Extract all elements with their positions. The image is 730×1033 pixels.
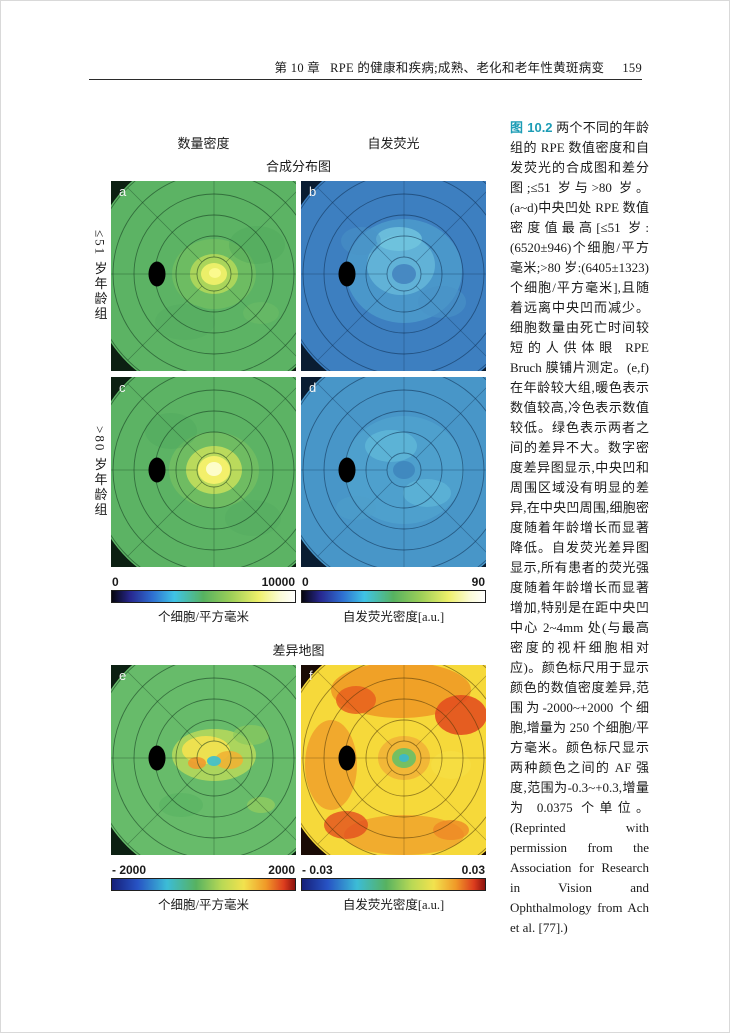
column-header-density: 数量密度	[177, 136, 230, 151]
colorbar-af-gradient	[301, 590, 486, 603]
colorbar-af-label: 自发荧光密度[a.u.]	[342, 610, 445, 624]
panel-b: b	[301, 181, 486, 371]
colorbar-density-diff-label: 个细胞/平方毫米	[158, 898, 249, 912]
colorbar-af-diff-gradient	[301, 878, 486, 891]
panel-letter-c: c	[119, 380, 126, 395]
panel-e: e	[111, 665, 296, 855]
colorbar-density-label: 个细胞/平方毫米	[158, 610, 249, 624]
density-map-under-51	[111, 181, 296, 371]
colorbar-density-min: 0	[112, 575, 119, 589]
panel-d: d	[301, 377, 486, 567]
page-number: 159	[622, 61, 642, 75]
panel-row-over-80: >80 岁年龄组 c d	[89, 377, 491, 567]
row-label-empty	[89, 665, 111, 855]
colorbar-row-composite: 0 10000 个细胞/平方毫米 0 90 自发荧光密度[a.u.]	[111, 576, 491, 625]
row-label-over-80: >80 岁年龄组	[92, 426, 108, 518]
figure-caption-label: 图 10.2	[510, 120, 553, 135]
panel-row-under-51: ≤51 岁年龄组 a b	[89, 181, 491, 371]
density-map-over-80	[111, 377, 296, 567]
colorbar-af-diff-max: 0.03	[461, 863, 485, 877]
autofluorescence-map-under-51	[301, 181, 486, 371]
colorbar-af-diff-min: - 0.03	[302, 863, 333, 877]
autofluorescence-difference-map	[301, 665, 486, 855]
running-head: 第 10 章 RPE 的健康和疾病;成熟、老化和老年性黄斑病变 159	[89, 57, 642, 76]
colorbar-density-diff-max: 2000	[268, 863, 295, 877]
panel-letter-b: b	[309, 184, 317, 199]
panel-a: a	[111, 181, 296, 371]
column-header-autofluorescence: 自发荧光	[367, 136, 420, 151]
colorbar-density-difference: - 2000 2000 个细胞/平方毫米	[111, 864, 296, 913]
panel-letter-e: e	[119, 668, 127, 683]
colorbar-density-gradient	[111, 590, 296, 603]
panel-letter-d: d	[309, 380, 317, 395]
colorbar-af-difference: - 0.03 0.03 自发荧光密度[a.u.]	[301, 864, 486, 913]
panel-row-difference: e f	[89, 665, 491, 855]
colorbar-density: 0 10000 个细胞/平方毫米	[111, 576, 296, 625]
colorbar-row-difference: - 2000 2000 个细胞/平方毫米 - 0.03 0.03 自发荧光密度[…	[111, 864, 491, 913]
autofluorescence-map-over-80	[301, 377, 486, 567]
column-headers: 数量密度 自发荧光	[111, 133, 491, 152]
section-title-difference: 差异地图	[272, 643, 325, 658]
colorbar-af-min: 0	[302, 575, 309, 589]
chapter-number: 第 10 章	[274, 61, 321, 75]
chapter-title: RPE 的健康和疾病;成熟、老化和老年性黄斑病变	[330, 61, 605, 75]
panel-c: c	[111, 377, 296, 567]
panel-letter-a: a	[119, 184, 127, 199]
colorbar-af-diff-label: 自发荧光密度[a.u.]	[342, 898, 445, 912]
colorbar-density-diff-gradient	[111, 878, 296, 891]
density-difference-map	[111, 665, 296, 855]
section-title-composite: 合成分布图	[265, 159, 331, 174]
figure-caption-body: 两个不同的年龄组的 RPE 数值密度和自发荧光的合成图和差分图;≤51 岁与>8…	[510, 120, 649, 935]
header-rule	[89, 79, 642, 80]
figure-10-2: 数量密度 自发荧光 合成分布图 ≤51 岁年龄组 a b >80 岁年龄组	[89, 133, 491, 913]
row-label-under-51: ≤51 岁年龄组	[92, 230, 108, 322]
figure-caption: 图 10.2 两个不同的年龄组的 RPE 数值密度和自发荧光的合成图和差分图;≤…	[510, 118, 649, 938]
colorbar-density-max: 10000	[261, 575, 295, 589]
panel-letter-f: f	[309, 668, 313, 683]
panel-f: f	[301, 665, 486, 855]
colorbar-density-diff-min: - 2000	[112, 863, 147, 877]
colorbar-af-max: 90	[471, 575, 485, 589]
colorbar-autofluorescence: 0 90 自发荧光密度[a.u.]	[301, 576, 486, 625]
